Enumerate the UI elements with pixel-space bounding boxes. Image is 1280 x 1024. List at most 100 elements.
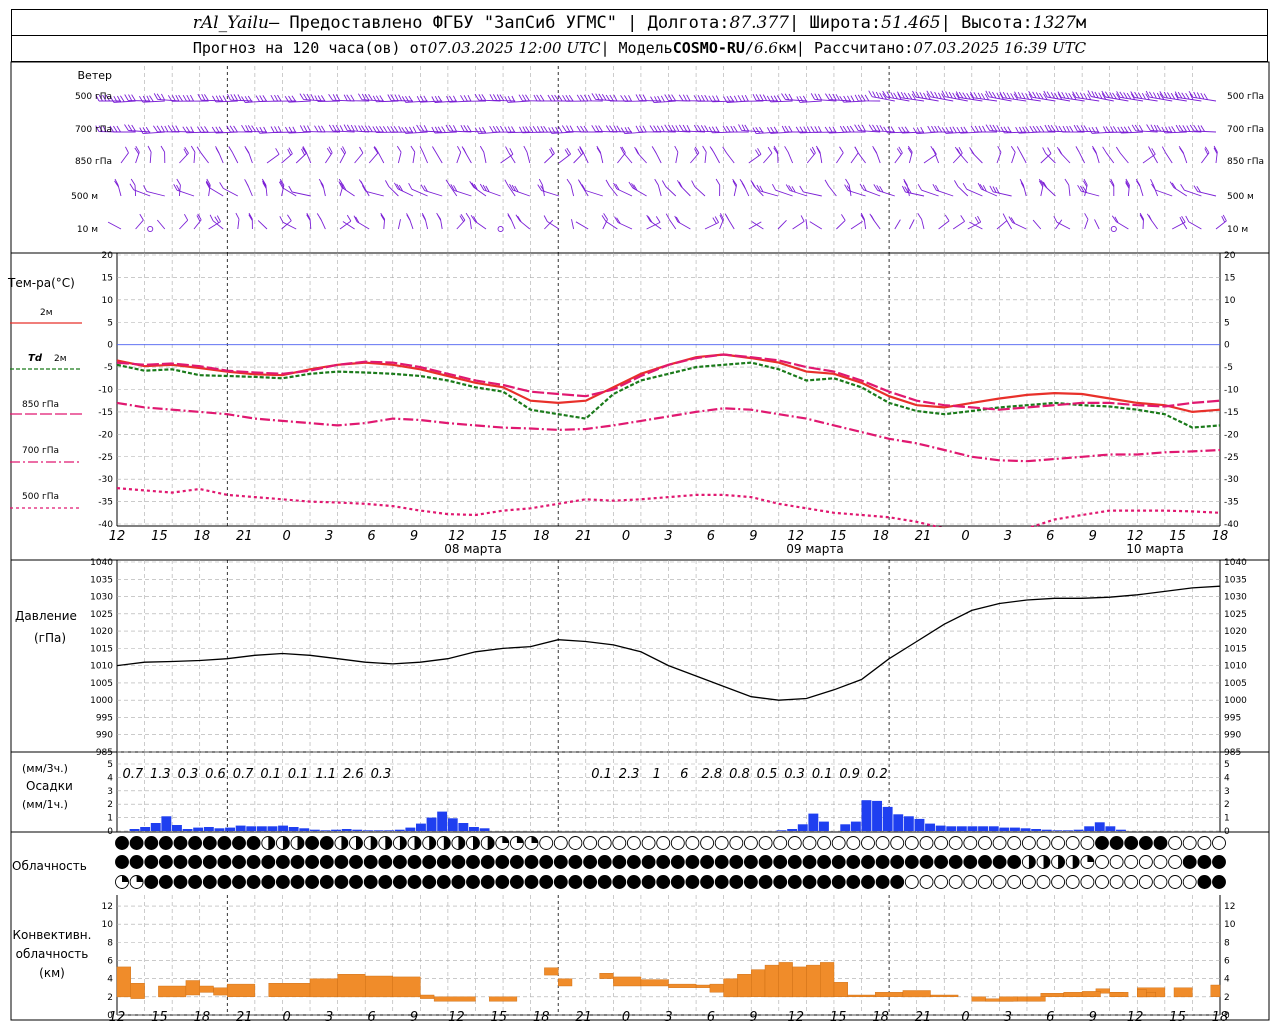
conv-tick-left: 4 bbox=[107, 975, 113, 985]
cloud-circle bbox=[773, 836, 788, 850]
cloud-circle bbox=[875, 855, 890, 869]
cloud-circle bbox=[363, 855, 378, 869]
cloud-circle bbox=[1036, 875, 1051, 889]
precip-bar bbox=[384, 830, 395, 831]
cloud-symbol bbox=[656, 836, 671, 850]
cloud-circle bbox=[992, 875, 1007, 889]
model-sep: / bbox=[744, 39, 754, 57]
precip-total: 0.3 bbox=[178, 767, 199, 782]
cloud-symbol bbox=[334, 875, 349, 889]
precip-bar bbox=[850, 821, 861, 831]
precip-tick-right: 3 bbox=[1224, 787, 1230, 797]
wind-barb bbox=[923, 148, 937, 164]
wind-barb bbox=[602, 213, 608, 230]
cloud-symbol bbox=[422, 875, 437, 889]
cloud-circle bbox=[948, 875, 963, 889]
wind-barb bbox=[284, 95, 311, 103]
cloud-circle bbox=[992, 836, 1007, 850]
wind-barb bbox=[450, 184, 472, 197]
wind-barb bbox=[941, 126, 968, 134]
cloud-symbol bbox=[626, 836, 641, 850]
cloud-circle bbox=[1212, 855, 1226, 869]
wind-barb bbox=[691, 180, 706, 197]
cloud-circle bbox=[1197, 836, 1212, 850]
wind-barb bbox=[985, 90, 1012, 102]
wind-barb bbox=[917, 183, 939, 197]
cloud-circle bbox=[875, 875, 890, 889]
precip-bar bbox=[1041, 829, 1052, 831]
cloud-circle bbox=[115, 855, 129, 869]
wind-barb bbox=[650, 95, 676, 104]
conv-bar bbox=[847, 994, 876, 997]
cloud-symbol bbox=[597, 875, 612, 889]
cloud-circle bbox=[290, 855, 305, 869]
precip-bar bbox=[808, 813, 819, 831]
conv-bar bbox=[116, 966, 132, 998]
cloud-circle bbox=[246, 855, 261, 869]
wind-barb bbox=[147, 145, 152, 164]
cloud-symbol bbox=[1021, 875, 1036, 889]
cloud-symbol bbox=[509, 855, 524, 869]
cloud-symbol bbox=[305, 875, 320, 889]
cloud-circle bbox=[904, 855, 919, 869]
precip-total: 0.1 bbox=[591, 767, 612, 782]
wind-barb bbox=[288, 185, 311, 197]
temp-tick-left: -40 bbox=[98, 520, 113, 530]
wind-barb bbox=[1175, 124, 1202, 133]
cloud-circle bbox=[1095, 875, 1109, 889]
cloud-half bbox=[341, 836, 348, 850]
conv-bar bbox=[1173, 987, 1193, 998]
cloud-symbol bbox=[1153, 875, 1168, 889]
wind-barb bbox=[1102, 146, 1115, 164]
wind-barb bbox=[279, 181, 297, 197]
cloud-circle bbox=[890, 875, 905, 889]
hour-tick-bottom: 3 bbox=[664, 1010, 672, 1024]
conv-tick-right: 6 bbox=[1224, 957, 1230, 967]
pressure-unit: (гПа) bbox=[34, 631, 66, 645]
wind-barb bbox=[182, 94, 209, 102]
wind-barb bbox=[1056, 146, 1071, 164]
cloud-symbol bbox=[1153, 855, 1168, 869]
cloud-symbol bbox=[495, 855, 510, 869]
wind-barb bbox=[1188, 91, 1217, 102]
precip-total: 2.6 bbox=[343, 767, 364, 782]
wind-barb bbox=[868, 124, 895, 133]
wind-barb bbox=[176, 178, 181, 197]
cloud-symbol bbox=[612, 836, 627, 850]
precip-bar bbox=[140, 827, 151, 831]
precip-bar bbox=[363, 830, 373, 831]
cloud-circle bbox=[1021, 875, 1036, 889]
cloud-half bbox=[268, 836, 275, 850]
conv-tick-left: 10 bbox=[102, 920, 114, 930]
cloud-symbol bbox=[817, 875, 832, 889]
conv-bar bbox=[544, 967, 559, 976]
hour-tick: 0 bbox=[961, 529, 969, 544]
cloud-symbol bbox=[158, 855, 173, 869]
cloud-circle bbox=[495, 855, 510, 869]
wind-barb bbox=[985, 124, 1012, 133]
cloud-symbol bbox=[919, 855, 934, 869]
precip-tick-left: 2 bbox=[107, 800, 113, 810]
cloud-circle bbox=[948, 855, 963, 869]
pressure-tick-right: 1030 bbox=[1224, 593, 1247, 603]
hour-tick: 21 bbox=[236, 529, 253, 544]
cloud-circle bbox=[202, 875, 217, 889]
cloud-symbol bbox=[1138, 836, 1153, 850]
hour-tick-bottom: 3 bbox=[1004, 1010, 1012, 1024]
cloud-symbol bbox=[202, 875, 217, 889]
cloud-circle bbox=[1080, 836, 1095, 850]
cloud-circle bbox=[553, 875, 568, 889]
cloud-symbol bbox=[656, 855, 671, 869]
wind-barb bbox=[173, 183, 195, 197]
cloud-circle bbox=[978, 855, 992, 869]
wind-barb bbox=[781, 93, 808, 102]
cloud-circle bbox=[158, 875, 173, 889]
precip-bar bbox=[182, 829, 193, 831]
precip-bar bbox=[246, 826, 257, 831]
precip-bar bbox=[447, 818, 458, 831]
cloud-circle bbox=[934, 836, 949, 850]
cloud-symbol bbox=[700, 875, 715, 889]
cloud-symbol bbox=[524, 855, 539, 869]
wind-barb bbox=[907, 145, 913, 164]
pressure-tick-right: 995 bbox=[1224, 713, 1241, 723]
